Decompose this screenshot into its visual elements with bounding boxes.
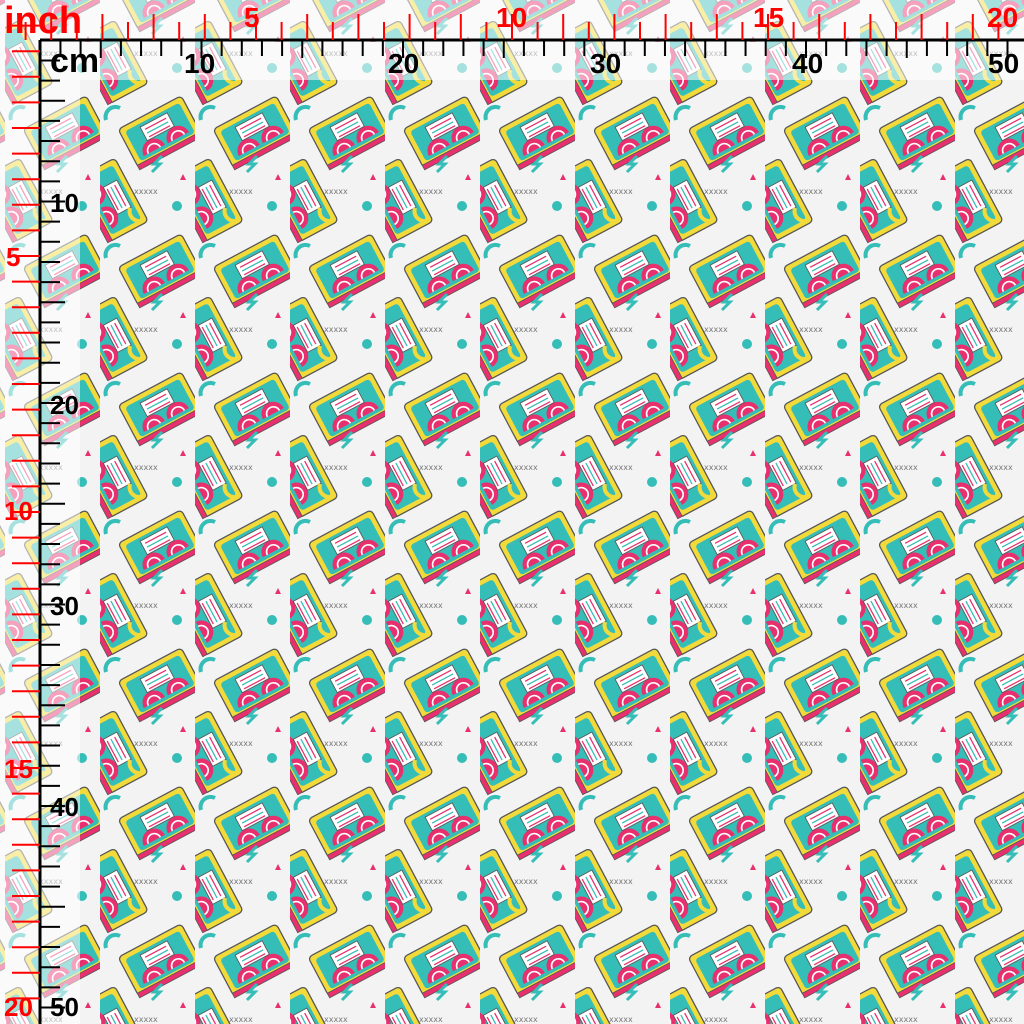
left-inch-label: 10: [4, 496, 33, 526]
left-inch-label: 5: [6, 242, 21, 272]
inch-unit-label: inch: [4, 0, 83, 42]
top-cm-label: 10: [184, 48, 216, 79]
top-inch-label: 10: [496, 2, 528, 33]
left-cm-label: 40: [50, 792, 79, 822]
top-cm-label: 30: [590, 48, 622, 79]
cm-unit-label: cm: [50, 42, 100, 80]
left-inch-label: 15: [4, 754, 33, 784]
left-cm-label: 30: [50, 591, 79, 621]
top-cm-label: 40: [792, 48, 824, 79]
top-inch-label: 20: [987, 2, 1019, 33]
left-cm-label: 50: [50, 992, 79, 1022]
top-cm-label: 20: [388, 48, 420, 79]
top-inch-label: 15: [753, 2, 785, 33]
top-inch-label: 5: [244, 2, 260, 33]
left-cm-label: 10: [50, 188, 79, 218]
top-cm-label: 50: [988, 48, 1020, 79]
left-inch-label: 20: [4, 992, 33, 1022]
left-cm-label: 20: [50, 390, 79, 420]
